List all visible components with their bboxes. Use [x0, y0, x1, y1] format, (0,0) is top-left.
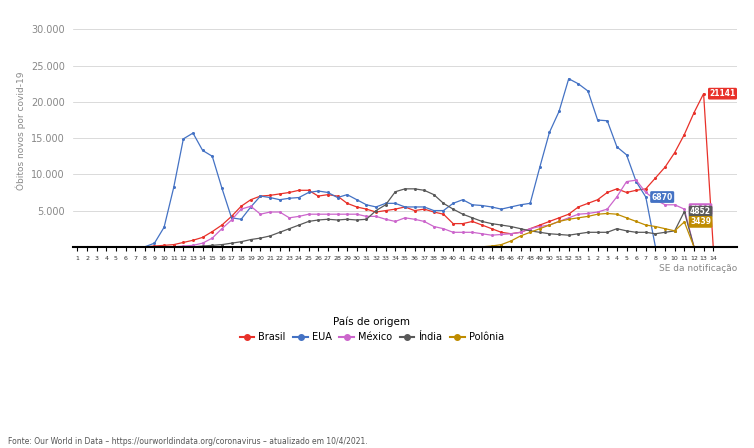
Text: 3439: 3439	[690, 217, 711, 226]
Text: 21141: 21141	[710, 89, 736, 98]
X-axis label: SE da notificação: SE da notificação	[659, 263, 737, 272]
Text: 4852: 4852	[690, 207, 711, 216]
Text: 5201: 5201	[690, 205, 711, 214]
Legend: Brasil, EUA, México, Índia, Polônia: Brasil, EUA, México, Índia, Polônia	[236, 313, 507, 346]
Text: Fonte: Our World in Data – https://ourworldindata.org/coronavirus – atualizado e: Fonte: Our World in Data – https://ourwo…	[8, 437, 367, 446]
Y-axis label: Óbitos novos por covid-19: Óbitos novos por covid-19	[15, 72, 26, 190]
Text: 6870: 6870	[651, 193, 673, 202]
